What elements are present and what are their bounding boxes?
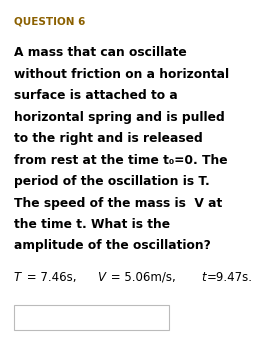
Text: A mass that can oscillate: A mass that can oscillate <box>14 46 187 59</box>
Text: = 5.06m/s,: = 5.06m/s, <box>107 271 180 284</box>
Bar <box>14 305 169 330</box>
Text: the time t. What is the: the time t. What is the <box>14 218 170 231</box>
Text: The speed of the mass is  V at: The speed of the mass is V at <box>14 196 222 210</box>
Text: =9.47s.: =9.47s. <box>207 271 253 284</box>
Text: without friction on a horizontal: without friction on a horizontal <box>14 67 229 81</box>
Text: horizontal spring and is pulled: horizontal spring and is pulled <box>14 111 225 123</box>
Text: from rest at the time t₀=0. The: from rest at the time t₀=0. The <box>14 153 228 166</box>
Text: t: t <box>201 271 206 284</box>
Text: T: T <box>14 271 21 284</box>
Text: V: V <box>97 271 105 284</box>
Text: to the right and is released: to the right and is released <box>14 132 203 145</box>
Text: = 7.46s,: = 7.46s, <box>23 271 80 284</box>
Text: surface is attached to a: surface is attached to a <box>14 89 178 102</box>
Text: amplitude of the oscillation?: amplitude of the oscillation? <box>14 240 211 252</box>
Text: period of the oscillation is T.: period of the oscillation is T. <box>14 175 210 188</box>
Text: QUESTION 6: QUESTION 6 <box>14 16 85 26</box>
